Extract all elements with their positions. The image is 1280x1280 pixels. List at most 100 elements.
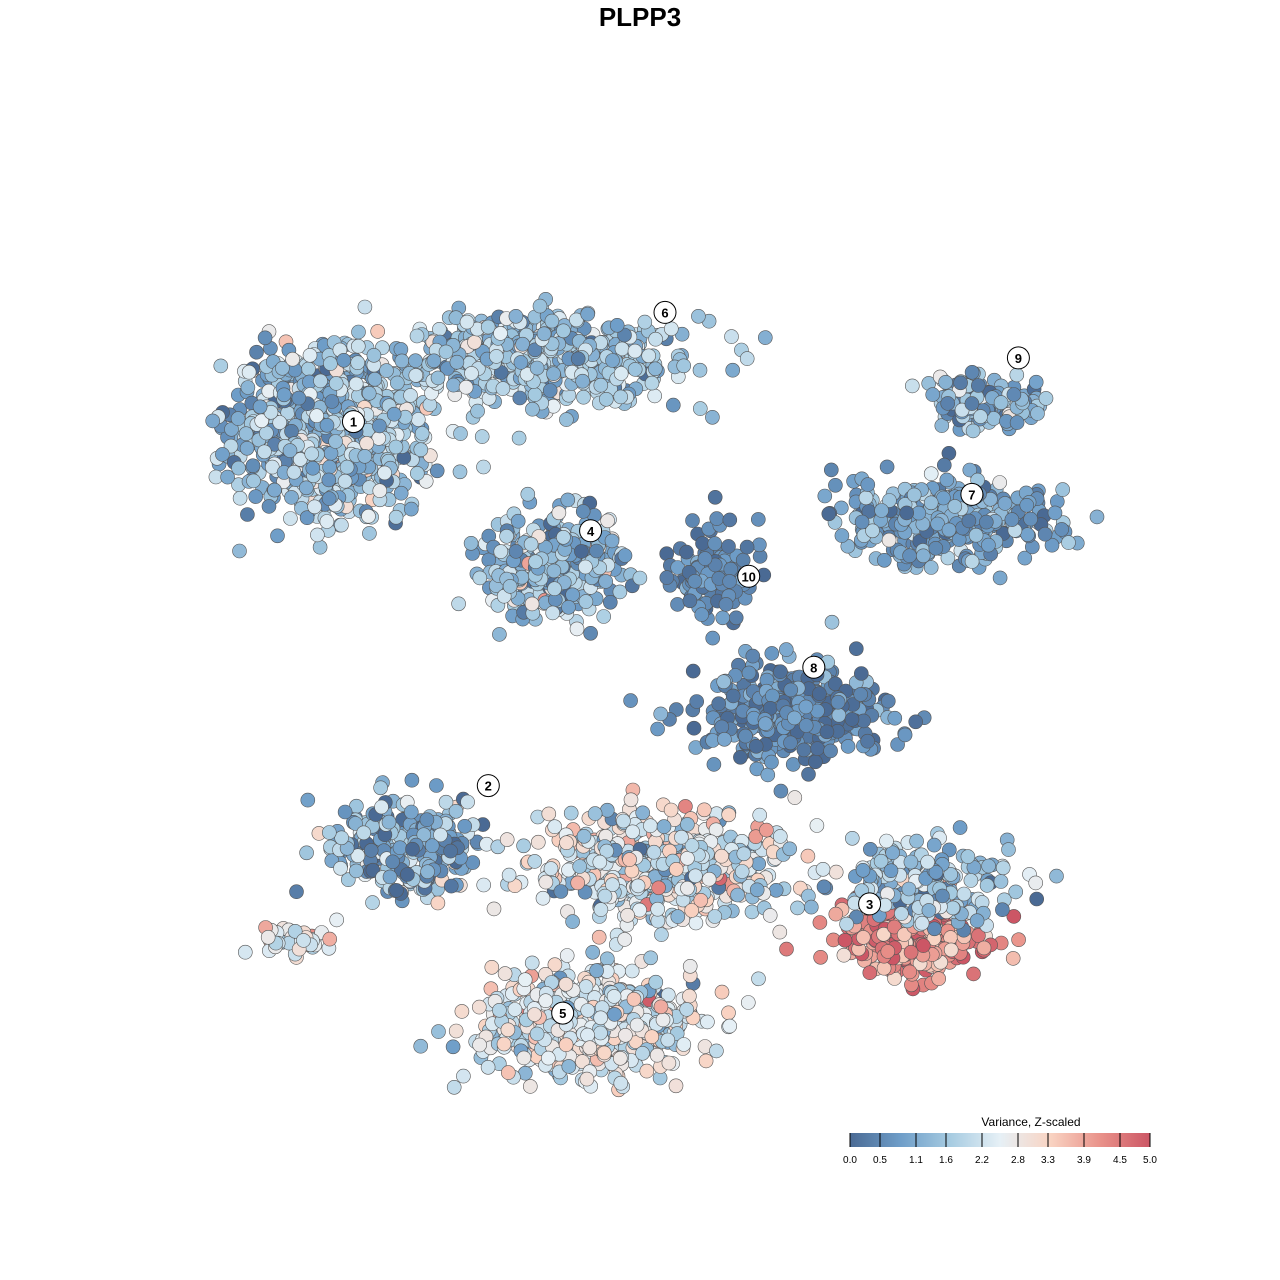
- cell-point: [694, 607, 710, 622]
- cell-point: [876, 552, 892, 568]
- cell-point: [778, 642, 794, 657]
- cell-point: [824, 614, 840, 630]
- cell-point: [542, 383, 558, 398]
- cell-point: [307, 499, 322, 515]
- cell-point: [443, 878, 459, 894]
- cell-point: [420, 864, 435, 880]
- cell-point: [940, 396, 956, 411]
- cell-point: [809, 818, 825, 833]
- cell-point: [606, 989, 622, 1004]
- cell-point: [648, 331, 663, 347]
- cell-point: [599, 802, 615, 818]
- cell-point: [313, 373, 328, 389]
- cell-point: [357, 299, 373, 315]
- cell-point: [751, 971, 766, 987]
- cell-point: [495, 381, 511, 396]
- cell-point: [629, 1017, 645, 1033]
- cell-point: [862, 965, 878, 981]
- cell-point: [350, 355, 366, 371]
- cell-point: [465, 855, 481, 870]
- cell-point: [413, 442, 429, 458]
- cell-point: [513, 355, 529, 370]
- cell-point: [923, 560, 939, 575]
- cell-point: [698, 1053, 714, 1069]
- cell-point: [964, 364, 980, 380]
- cell-point: [644, 1029, 660, 1044]
- cell-point: [276, 387, 292, 403]
- cell-point: [321, 472, 337, 488]
- cell-point: [319, 417, 335, 433]
- cell-point: [689, 694, 705, 709]
- cell-point: [582, 1040, 598, 1055]
- cell-point: [748, 738, 764, 754]
- cell-point: [758, 716, 773, 732]
- cell-point: [333, 860, 348, 876]
- cell-point: [516, 838, 531, 854]
- cell-point: [676, 1037, 692, 1052]
- cell-point: [356, 825, 372, 841]
- cell-point: [1037, 526, 1053, 542]
- cell-point: [408, 368, 424, 383]
- cell-point: [267, 482, 282, 498]
- cell-point: [556, 529, 571, 545]
- cell-point: [512, 390, 528, 406]
- cell-point: [772, 924, 788, 940]
- cell-point: [259, 425, 274, 441]
- cell-point: [404, 772, 420, 788]
- cell-point: [593, 1010, 609, 1026]
- cell-point: [853, 666, 869, 681]
- cell-point: [587, 806, 603, 821]
- cell-point: [367, 371, 383, 387]
- cell-point: [357, 448, 373, 464]
- cell-point: [613, 389, 629, 405]
- cell-point: [492, 1002, 507, 1018]
- cell-point: [682, 593, 698, 609]
- cell-point: [493, 544, 509, 559]
- cell-point: [224, 421, 239, 437]
- cell-point: [1038, 391, 1054, 406]
- cell-point: [574, 544, 589, 559]
- cell-point: [828, 477, 843, 493]
- cell-point: [617, 548, 633, 563]
- cell-point: [528, 554, 543, 570]
- cell-point: [561, 1059, 577, 1074]
- cell-point: [408, 353, 423, 369]
- cell-point: [815, 861, 831, 877]
- cell-point: [854, 514, 870, 530]
- cell-point: [232, 490, 248, 506]
- cell-point: [992, 475, 1008, 490]
- cell-point: [670, 597, 685, 612]
- cell-point: [902, 964, 918, 980]
- cell-point: [722, 1018, 738, 1034]
- cell-point: [230, 411, 246, 426]
- cell-point: [715, 610, 731, 626]
- cell-point: [496, 1036, 512, 1052]
- cell-point: [575, 504, 591, 519]
- cell-point: [456, 1068, 471, 1084]
- cell-point: [965, 423, 981, 439]
- cell-point: [430, 370, 446, 386]
- cell-point: [598, 574, 614, 589]
- cell-point: [319, 514, 335, 529]
- cell-point: [925, 387, 941, 402]
- cell-point: [565, 914, 580, 929]
- cell-point: [1020, 527, 1035, 542]
- cell-point: [749, 882, 765, 898]
- cell-point: [386, 406, 402, 422]
- cell-point: [289, 884, 304, 900]
- cell-point: [765, 688, 780, 704]
- cell-point: [559, 835, 574, 851]
- cell-point: [1006, 387, 1022, 402]
- cell-point: [661, 1055, 677, 1071]
- cell-point: [760, 767, 776, 783]
- cell-point: [529, 360, 545, 376]
- cell-point: [312, 539, 328, 555]
- cell-point: [970, 378, 986, 393]
- points-layer: [205, 291, 1105, 1098]
- cell-point: [261, 499, 277, 514]
- cell-point: [372, 418, 387, 434]
- cell-point: [388, 439, 404, 455]
- cell-point: [1004, 512, 1020, 527]
- cell-point: [463, 535, 479, 551]
- cell-point: [592, 854, 608, 870]
